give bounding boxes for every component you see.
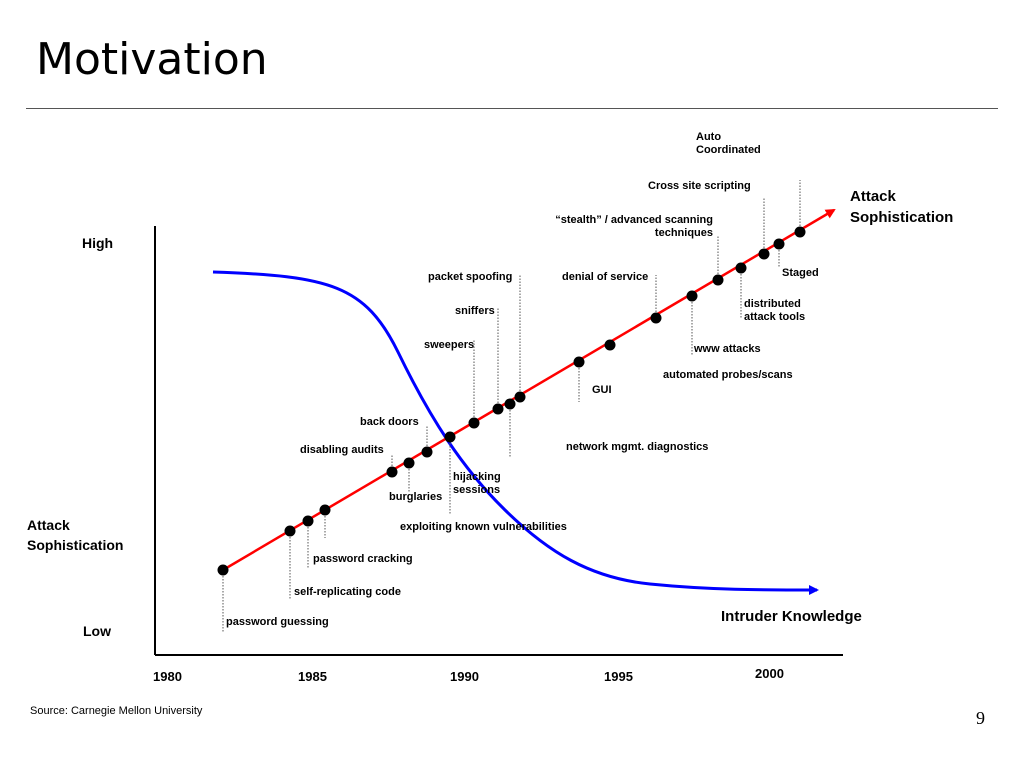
event-label: Staged	[782, 267, 819, 279]
attack-sophistication-label-line1: Attack	[850, 188, 897, 205]
event-label: techniques	[655, 227, 713, 239]
event-dot	[444, 431, 456, 443]
event-label: denial of service	[562, 271, 648, 283]
year-label-1990: 1990	[450, 669, 479, 684]
event-label: attack tools	[744, 311, 805, 323]
year-label-1985: 1985	[298, 669, 327, 684]
event-label: disabling audits	[300, 444, 384, 456]
y-axis-title-line1: Attack	[27, 517, 70, 533]
page-number: 9	[976, 708, 985, 728]
event-network-mgmt-diagnostics: network mgmt. diagnostics	[504, 398, 708, 458]
axes	[154, 226, 843, 656]
event-dot	[650, 312, 662, 324]
event-dot	[504, 398, 516, 410]
event-dot	[468, 417, 480, 429]
event-label: Cross site scripting	[648, 180, 751, 192]
intruder-knowledge-curve	[212, 270, 819, 595]
event-label: password guessing	[226, 616, 329, 628]
event-label: network mgmt. diagnostics	[566, 441, 708, 453]
y-axis-title-line2: Sophistication	[27, 537, 123, 553]
year-label-2000: 2000	[755, 666, 784, 681]
event-dot	[735, 262, 747, 274]
event-label: GUI	[592, 384, 612, 396]
event-label: distributed	[744, 298, 801, 310]
event-staged: Staged	[773, 238, 819, 279]
event-label: sessions	[453, 484, 500, 496]
event-dot	[403, 457, 415, 469]
event-label: packet spoofing	[428, 271, 512, 283]
event-label: “stealth” / advanced scanning	[555, 214, 713, 226]
event-burglaries: burglaries	[389, 457, 442, 503]
event-label: sweepers	[424, 339, 474, 351]
event-dot	[421, 446, 433, 458]
event-label: sniffers	[455, 305, 495, 317]
event-label: back doors	[360, 416, 419, 428]
event-gui: GUI	[573, 356, 612, 402]
event-dot	[284, 525, 296, 537]
event-label: exploiting known vulnerabilities	[400, 521, 567, 533]
event-packet-spoofing: packet spoofing	[428, 271, 526, 403]
event-dot	[758, 248, 770, 260]
event-dot	[386, 466, 398, 478]
event-self-replicating-code: self-replicating code	[284, 525, 401, 600]
event-password-guessing: password guessing	[217, 564, 329, 632]
event-label: burglaries	[389, 491, 442, 503]
event-back-doors: back doors	[360, 416, 433, 458]
event-dot	[604, 339, 616, 351]
year-label-1995: 1995	[604, 669, 633, 684]
event-exploiting-known-vulnerabilities: exploiting known vulnerabilities	[319, 504, 567, 538]
title-divider	[26, 108, 998, 109]
event-automated-probes-scans: automated probes/scans	[604, 339, 793, 381]
attack-sophistication-label-line2: Sophistication	[850, 209, 953, 226]
axis-high-label: High	[82, 235, 113, 251]
event-denial-of-service: denial of service	[562, 271, 662, 324]
event-dot	[217, 564, 229, 576]
event-dot	[573, 356, 585, 368]
event-label: www attacks	[693, 343, 761, 355]
slide-title: Motivation	[36, 34, 268, 85]
source-citation: Source: Carnegie Mellon University	[30, 705, 203, 717]
event-password-cracking: password cracking	[302, 515, 413, 568]
event-label: Auto	[696, 131, 721, 143]
attack-events: password guessing self-replicating code pa…	[217, 131, 819, 632]
event-label: password cracking	[313, 553, 413, 565]
event-dot	[492, 403, 504, 415]
event-dot	[794, 226, 806, 238]
event-sweepers: sweepers	[424, 339, 480, 429]
year-label-1980: 1980	[153, 669, 182, 684]
event-www-attacks: www attacks	[686, 290, 761, 356]
event-label: self-replicating code	[294, 586, 401, 598]
event-label: hijacking	[453, 471, 501, 483]
event-label: automated probes/scans	[663, 369, 793, 381]
event-dot	[686, 290, 698, 302]
event-dot	[319, 504, 331, 516]
event-label: Coordinated	[696, 144, 761, 156]
event-dot	[514, 391, 526, 403]
event-dot	[302, 515, 314, 527]
intruder-knowledge-label: Intruder Knowledge	[721, 608, 862, 625]
event-dot	[773, 238, 785, 250]
event-cross-site-scripting: Cross site scripting	[648, 180, 770, 260]
event-dot	[712, 274, 724, 286]
event-disabling-audits: disabling audits	[300, 444, 398, 478]
axis-low-label: Low	[83, 623, 111, 639]
event-sniffers: sniffers	[455, 305, 504, 415]
